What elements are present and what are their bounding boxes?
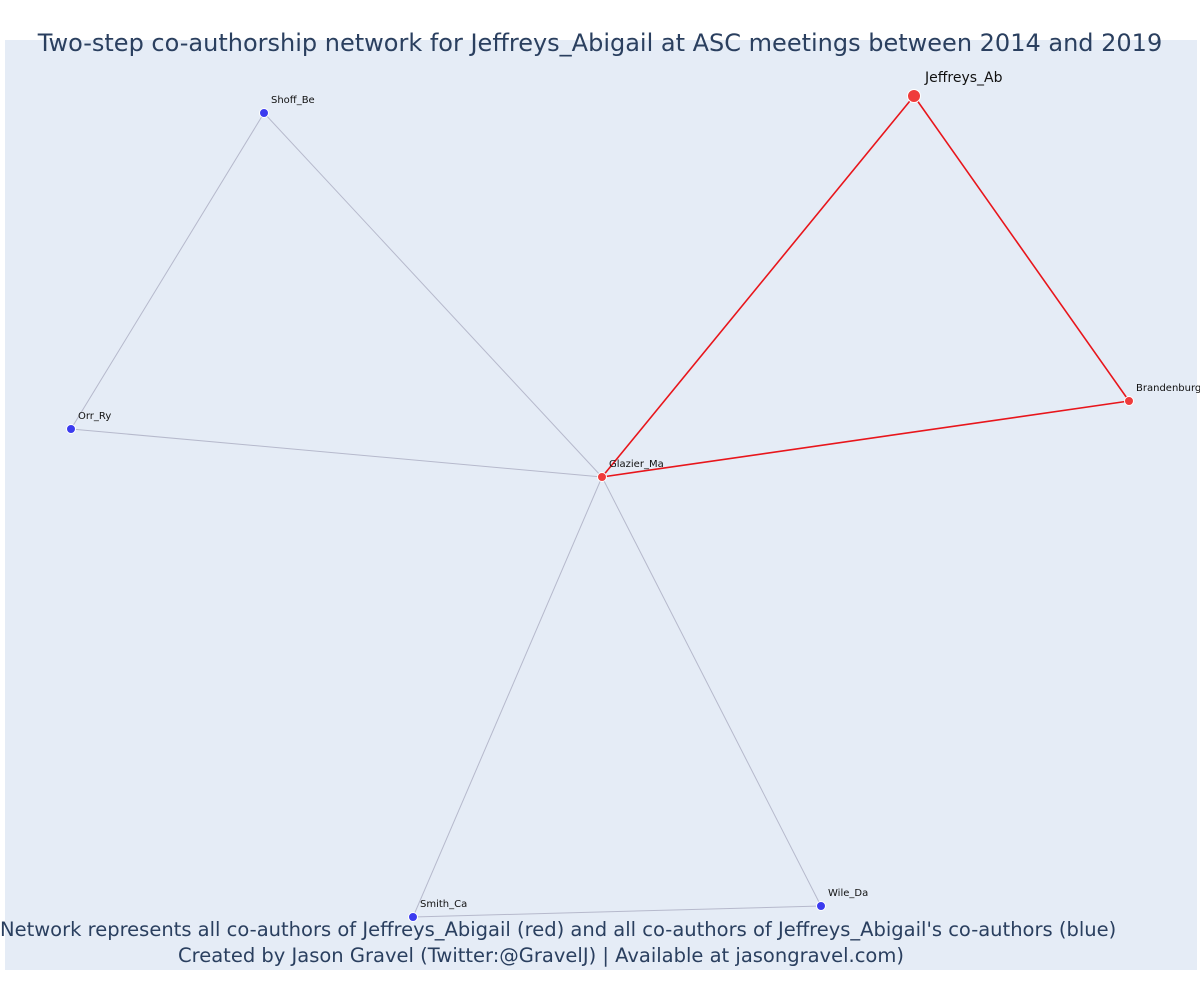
node-label-smith-ca: Smith_Ca [420,899,467,910]
edge-smith-ca-wile-da [412,905,822,918]
node-shoff-be[interactable] [259,108,269,118]
node-wile-da[interactable] [816,901,826,911]
node-label-shoff-be: Shoff_Be [271,95,315,106]
edge-jeffreys-ab-brandenburg [913,95,1130,402]
node-brandenburg[interactable] [1124,396,1134,406]
edge-glazier-ma-orr-ry [70,428,603,478]
node-label-wile-da: Wile_Da [828,888,868,899]
node-label-brandenburg: Brandenburg [1136,383,1200,394]
node-label-jeffreys-ab: Jeffreys_Ab [924,70,1003,86]
node-label-orr-ry: Orr_Ry [78,411,111,422]
chart-title: Two-step co-authorship network for Jeffr… [37,29,1163,57]
node-label-glazier-ma: Glazier_Ma [609,459,664,470]
edge-jeffreys-ab-glazier-ma [601,95,915,478]
edge-shoff-be-orr-ry [70,112,265,430]
labels-layer: Jeffreys_Ab Glazier_Ma Brandenburg Shoff_Be… [78,70,1200,910]
caption-credit: Created by Jason Gravel (Twitter:@Gravel… [178,944,904,967]
node-orr-ry[interactable] [66,424,76,434]
nodes-layer [66,89,1134,922]
plot-area [5,40,1197,970]
edge-glazier-ma-brandenburg [601,400,1130,478]
edge-glazier-ma-wile-da [601,476,822,907]
edge-glazier-ma-shoff-be [263,112,603,478]
node-jeffreys-ab[interactable] [907,89,921,103]
node-smith-ca[interactable] [408,912,418,922]
caption-description: Network represents all co-authors of Jef… [0,918,1117,941]
edges-layer [70,95,1130,918]
node-glazier-ma[interactable] [597,472,607,482]
edge-glazier-ma-smith-ca [412,476,603,918]
